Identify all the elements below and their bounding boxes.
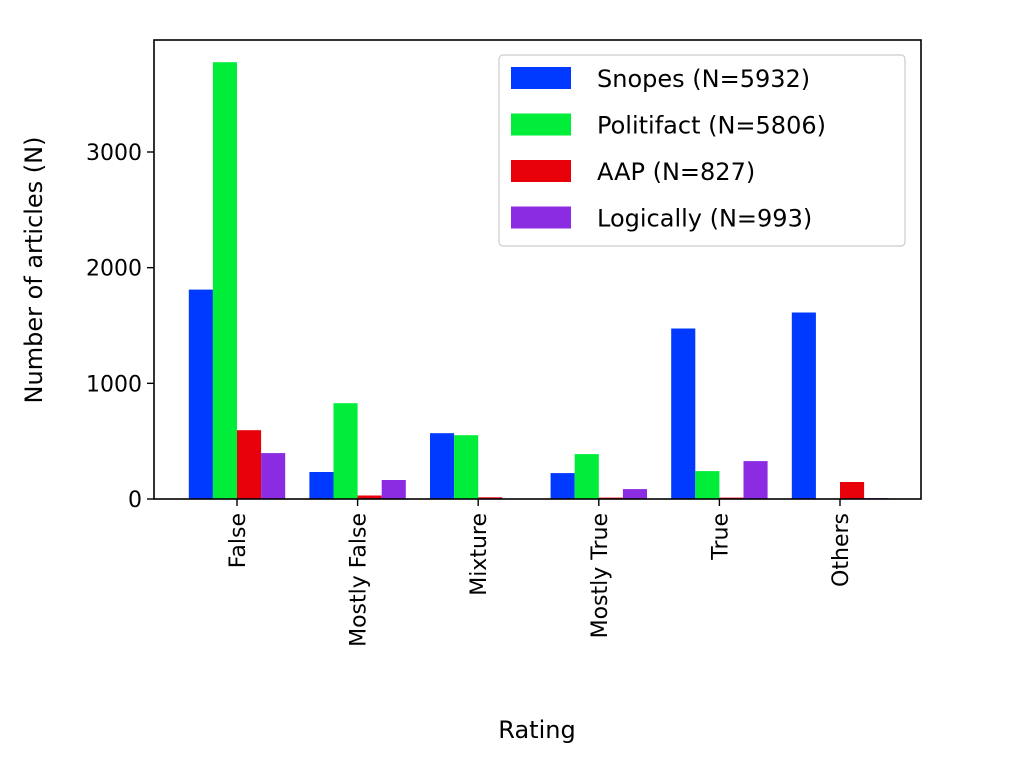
bar-false-logically (261, 453, 286, 499)
bars-group (188, 62, 889, 499)
y-axis-ticks: 0 1000 2000 3000 (86, 141, 154, 513)
y-tick-label: 1000 (86, 372, 142, 397)
y-axis-label: Number of articles (N) (20, 137, 48, 404)
x-axis-label: Rating (498, 716, 575, 744)
legend-swatch-politifact (511, 113, 571, 136)
x-tick-label-others: Others (829, 513, 854, 587)
bar-false-snopes (188, 289, 213, 499)
legend-label-logically: Logically (N=993) (597, 205, 812, 233)
legend: Snopes (N=5932) Politifact (N=5806) AAP (N… (498, 54, 906, 247)
x-tick-label-mostly-false: Mostly False (347, 513, 372, 647)
x-tick-label-mixture: Mixture (467, 513, 492, 596)
bar-false-politifact (212, 62, 237, 499)
bar-mostly-false-snopes (309, 472, 334, 499)
bar-others-aap (840, 482, 865, 499)
bar-true-politifact (695, 471, 720, 499)
bar-true-logically (743, 461, 768, 499)
bar-others-snopes (791, 312, 816, 499)
y-tick-label: 3000 (86, 141, 142, 166)
bar-mixture-aap (478, 497, 503, 499)
y-tick-label: 0 (128, 488, 142, 513)
legend-swatch-logically (511, 206, 571, 229)
x-axis-ticks: False Mostly False Mixture Mostly True True O… (226, 499, 854, 647)
legend-label-aap: AAP (N=827) (597, 158, 755, 186)
x-tick-label-false: False (226, 513, 251, 568)
bar-true-snopes (671, 328, 696, 499)
bar-mostly-false-politifact (333, 403, 358, 499)
legend-label-politifact: Politifact (N=5806) (597, 112, 826, 140)
bar-mostly-false-aap (357, 495, 382, 499)
bar-mostly-true-politifact (574, 454, 599, 499)
legend-frame (498, 54, 906, 247)
y-tick-label: 2000 (86, 257, 142, 282)
legend-swatch-snopes (511, 67, 571, 89)
x-tick-label-mostly-true: Mostly True (588, 513, 613, 638)
bar-false-aap (237, 430, 262, 499)
bar-mostly-true-snopes (550, 473, 575, 499)
legend-label-snopes: Snopes (N=5932) (597, 65, 810, 93)
x-tick-label-true: True (708, 513, 733, 561)
legend-swatch-aap (511, 160, 571, 182)
bar-mostly-false-logically (381, 480, 406, 499)
bar-mostly-true-logically (622, 489, 647, 499)
bar-mixture-politifact (454, 435, 479, 499)
axes-frame (153, 39, 922, 500)
bar-mixture-snopes (430, 433, 455, 499)
